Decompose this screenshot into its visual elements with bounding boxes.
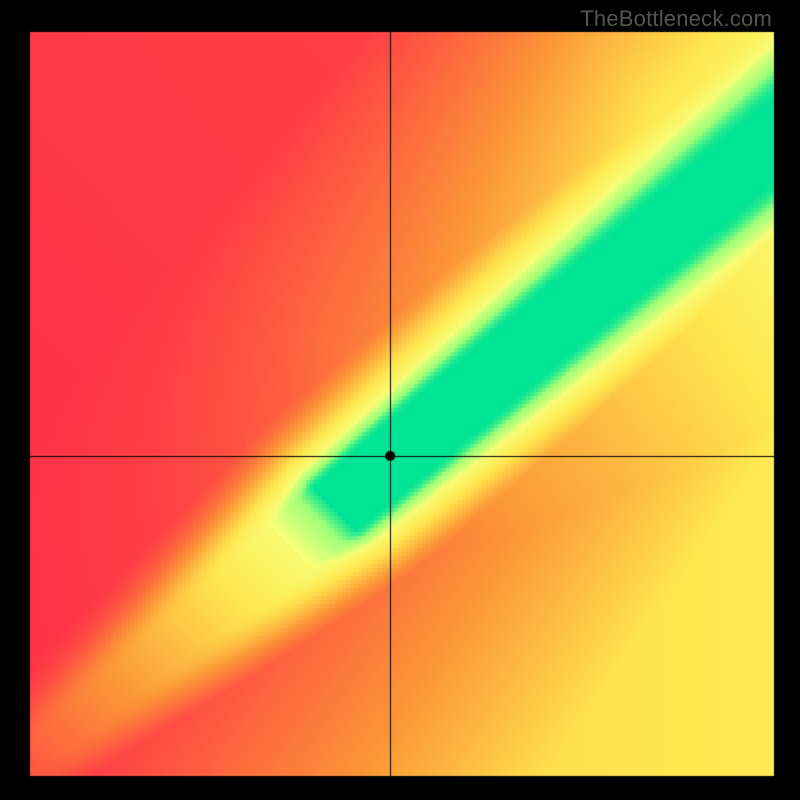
bottleneck-heatmap [0, 0, 800, 800]
chart-container: { "watermark": { "text": "TheBottleneck.… [0, 0, 800, 800]
watermark-text: TheBottleneck.com [580, 6, 772, 32]
